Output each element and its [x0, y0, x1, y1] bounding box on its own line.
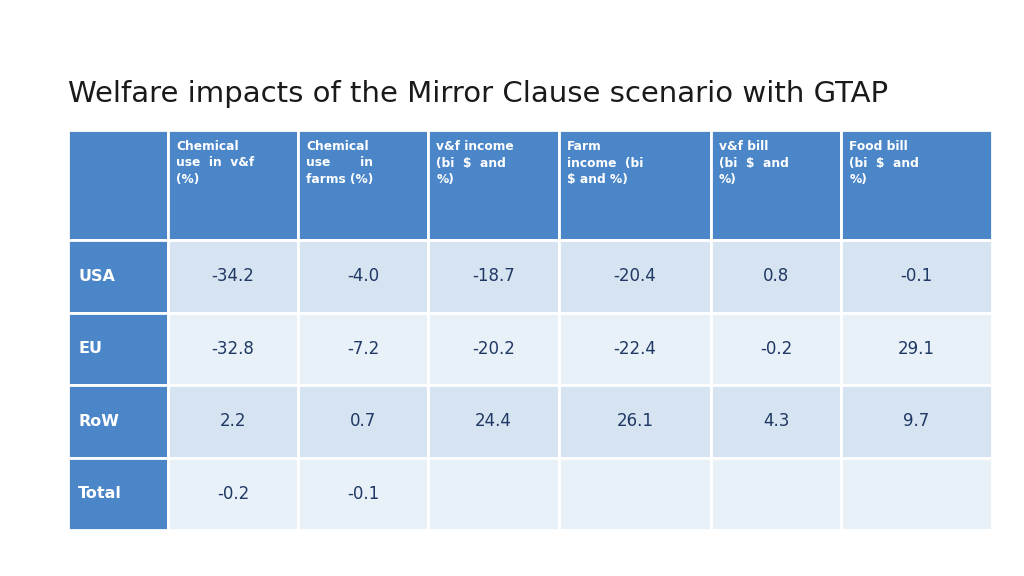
Text: -22.4: -22.4 [613, 340, 656, 358]
Bar [68, 313, 168, 385]
Bar [298, 385, 428, 457]
Bar [558, 385, 711, 457]
Text: Food bill
(bi  $  and
%): Food bill (bi $ and %) [849, 140, 920, 186]
Text: Total: Total [78, 486, 122, 501]
Text: 0.8: 0.8 [763, 267, 790, 285]
Text: v&f income
(bi  $  and
%): v&f income (bi $ and %) [436, 140, 514, 186]
Bar [168, 385, 298, 457]
Bar [298, 130, 428, 240]
Text: -32.8: -32.8 [212, 340, 255, 358]
Bar [298, 457, 428, 530]
Text: v&f bill
(bi  $  and
%): v&f bill (bi $ and %) [719, 140, 788, 186]
Text: RoW: RoW [78, 414, 119, 429]
Bar [68, 240, 168, 313]
Text: Chemical
use  in  v&f
(%): Chemical use in v&f (%) [176, 140, 254, 186]
Text: Chemical
use       in
farms (%): Chemical use in farms (%) [306, 140, 374, 186]
Text: -18.7: -18.7 [472, 267, 515, 285]
Bar [68, 385, 168, 457]
Text: -20.4: -20.4 [613, 267, 656, 285]
Text: -0.2: -0.2 [217, 485, 249, 503]
Bar [298, 240, 428, 313]
Bar [711, 130, 841, 240]
Bar [428, 240, 558, 313]
Bar [841, 313, 992, 385]
Bar [168, 240, 298, 313]
Bar [68, 130, 168, 240]
Text: -0.1: -0.1 [900, 267, 933, 285]
Text: 9.7: 9.7 [903, 412, 930, 430]
Bar [558, 130, 711, 240]
Text: -7.2: -7.2 [347, 340, 380, 358]
Bar [168, 130, 298, 240]
Text: 0.7: 0.7 [350, 412, 377, 430]
Text: -20.2: -20.2 [472, 340, 515, 358]
Text: USA: USA [78, 269, 115, 284]
Text: 4.3: 4.3 [763, 412, 790, 430]
Bar [711, 457, 841, 530]
Text: -0.1: -0.1 [347, 485, 380, 503]
Bar [298, 313, 428, 385]
Text: EU: EU [78, 341, 102, 356]
Bar [841, 457, 992, 530]
Bar [168, 313, 298, 385]
Text: Welfare impacts of the Mirror Clause scenario with GTAP: Welfare impacts of the Mirror Clause sce… [68, 80, 888, 108]
Bar [168, 457, 298, 530]
Text: -0.2: -0.2 [760, 340, 793, 358]
Bar [841, 385, 992, 457]
Text: 29.1: 29.1 [898, 340, 935, 358]
Bar [841, 130, 992, 240]
Text: 2.2: 2.2 [220, 412, 247, 430]
Text: 24.4: 24.4 [475, 412, 512, 430]
Bar [711, 240, 841, 313]
Text: -34.2: -34.2 [212, 267, 255, 285]
Bar [711, 313, 841, 385]
Bar [558, 313, 711, 385]
Bar [428, 130, 558, 240]
Bar [428, 385, 558, 457]
Bar [428, 457, 558, 530]
Bar [841, 240, 992, 313]
Bar [711, 385, 841, 457]
Text: 26.1: 26.1 [616, 412, 653, 430]
Bar [558, 240, 711, 313]
Bar [68, 457, 168, 530]
Bar [428, 313, 558, 385]
Bar [558, 457, 711, 530]
Text: Farm
income  (bi
$ and %): Farm income (bi $ and %) [566, 140, 643, 186]
Text: -4.0: -4.0 [347, 267, 379, 285]
